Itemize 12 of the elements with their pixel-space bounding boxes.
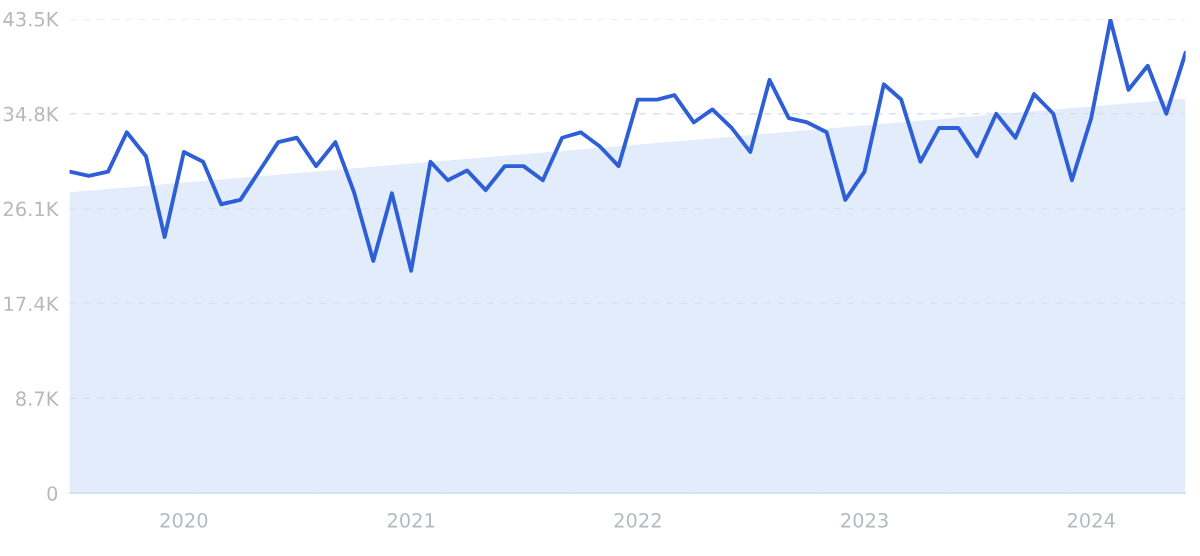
y-tick-label: 8.7K	[16, 391, 59, 406]
y-tick-label: 0	[47, 486, 58, 501]
x-tick-label: 2021	[387, 512, 435, 528]
y-tick-label: 43.5K	[3, 11, 59, 27]
y-tick-label: 17.4K	[4, 296, 59, 311]
y-tick-label: 26.1K	[3, 201, 59, 217]
x-tick-label: 2023	[841, 512, 888, 528]
x-tick-label: 2020	[160, 512, 208, 528]
y-tick-label: 34.8K	[3, 106, 59, 122]
line-series	[69, 18, 1186, 273]
x-tick-label: 2024	[1067, 512, 1115, 528]
x-tick-label: 2022	[614, 512, 661, 528]
